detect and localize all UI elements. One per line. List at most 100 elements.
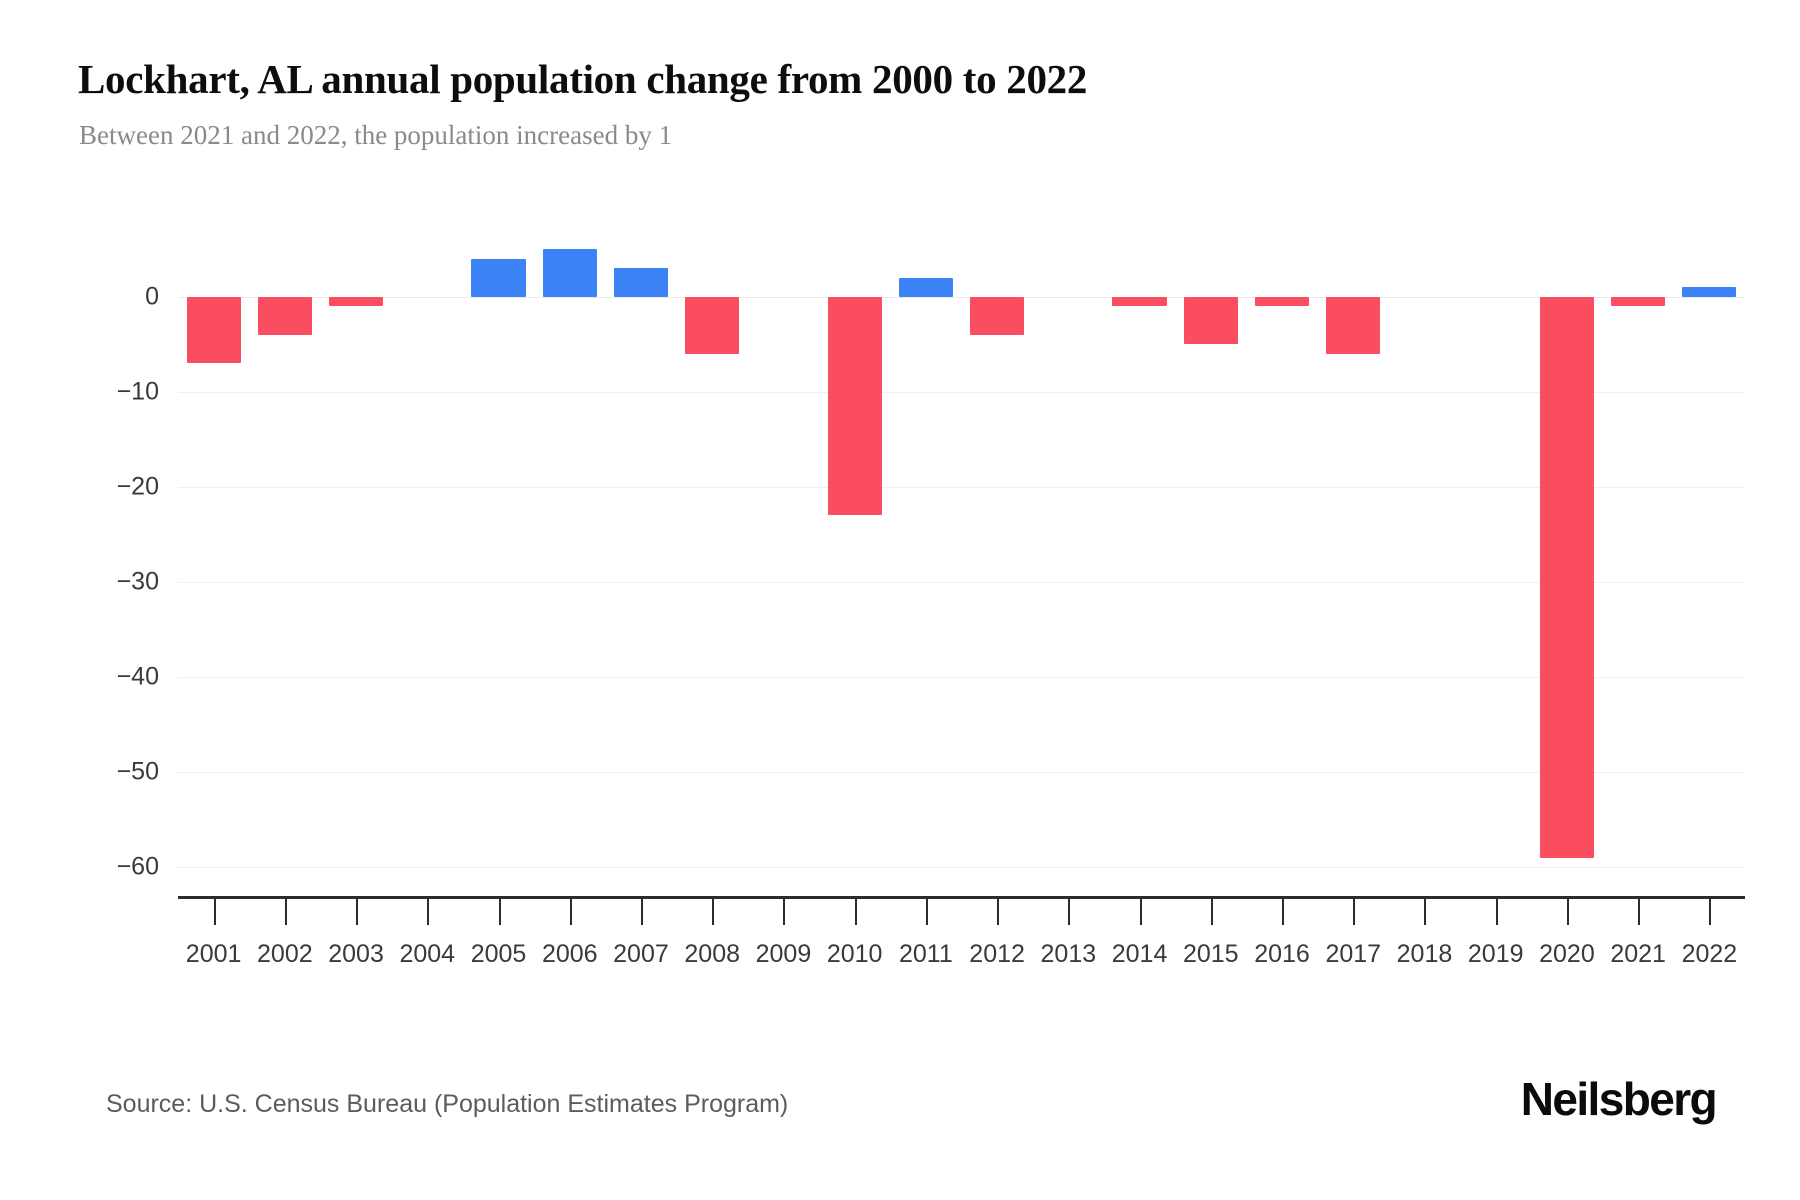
page-subtitle: Between 2021 and 2022, the population in… <box>79 120 673 150</box>
x-axis-tick-label: 2003 <box>328 940 384 968</box>
bar-slot <box>1531 230 1602 896</box>
x-axis-tick <box>997 899 1000 925</box>
bar-slot <box>605 230 676 896</box>
bar-slot <box>1389 230 1460 896</box>
bar-slot <box>1674 230 1745 896</box>
x-axis-tick-label: 2021 <box>1610 940 1666 968</box>
gridline <box>178 582 1745 584</box>
brand-logo: Neilsberg <box>1520 1073 1718 1125</box>
x-axis-tick-label: 2020 <box>1539 940 1595 968</box>
y-axis-tick-label: −20 <box>116 472 159 501</box>
bar[interactable] <box>827 296 882 516</box>
bar-slot <box>1033 230 1104 896</box>
x-axis-tick-label: 2015 <box>1182 940 1239 968</box>
x-axis-tick-label: 2018 <box>1396 940 1453 968</box>
x-axis-tick <box>1638 899 1641 925</box>
x-axis-tick <box>712 899 715 925</box>
x-axis-tick <box>1424 899 1427 925</box>
bar[interactable] <box>542 249 597 297</box>
x-axis-tick-label: 2005 <box>470 940 527 968</box>
x-axis-tick <box>1709 899 1712 925</box>
bar-slot <box>1460 230 1531 896</box>
bar-slot <box>1175 230 1246 896</box>
x-axis-tick <box>925 899 928 925</box>
x-axis-tick-label: 2016 <box>1254 940 1310 968</box>
bar-slot <box>178 230 249 896</box>
gridline <box>178 391 1745 393</box>
x-axis-tick-label: 2010 <box>826 940 883 968</box>
gridline <box>178 677 1745 679</box>
bar[interactable] <box>1112 296 1167 307</box>
bar[interactable] <box>186 296 241 364</box>
x-axis-tick <box>854 899 857 925</box>
bar[interactable] <box>1326 296 1381 354</box>
source-note: Source: U.S. Census Bureau (Population E… <box>106 1090 789 1118</box>
x-axis-tick-label: 2009 <box>755 940 812 968</box>
bar-slot <box>463 230 534 896</box>
gridline <box>178 486 1745 488</box>
bar-slot <box>392 230 463 896</box>
bar-slot <box>249 230 320 896</box>
bar-slot <box>320 230 391 896</box>
x-axis-tick-label: 2007 <box>613 940 669 968</box>
gridline <box>178 772 1745 774</box>
y-axis-tick-label: −40 <box>116 662 159 691</box>
bar[interactable] <box>1539 296 1594 858</box>
x-axis-tick <box>1068 899 1071 925</box>
bar-series <box>178 230 1745 896</box>
x-axis-tick-label: 2013 <box>1040 940 1097 968</box>
x-axis-tick <box>1210 899 1213 925</box>
x-axis-tick <box>356 899 359 925</box>
y-axis-tick-label: −50 <box>116 757 159 786</box>
x-axis-tick-label: 2006 <box>541 940 598 968</box>
bar[interactable] <box>471 258 526 297</box>
x-axis-tick <box>1282 899 1285 925</box>
y-axis-tick-label: −60 <box>116 852 159 881</box>
bar[interactable] <box>1183 296 1238 345</box>
bar[interactable] <box>1611 296 1666 307</box>
bar[interactable] <box>613 268 669 297</box>
x-axis-tick <box>640 899 643 925</box>
x-axis-tick <box>427 899 430 925</box>
bar-slot <box>534 230 605 896</box>
y-axis-tick-label: 0 <box>145 282 159 311</box>
bar[interactable] <box>1254 296 1310 307</box>
x-axis-tick <box>1353 899 1356 925</box>
bar-slot <box>748 230 819 896</box>
x-axis-tick <box>1495 899 1498 925</box>
x-axis-tick-label: 2011 <box>898 940 953 968</box>
bar[interactable] <box>970 296 1025 335</box>
bar[interactable] <box>1682 287 1737 297</box>
bar[interactable] <box>898 277 953 297</box>
bar[interactable] <box>328 296 384 307</box>
bar-slot <box>677 230 748 896</box>
y-axis-tick-label: −10 <box>116 377 159 406</box>
x-axis-tick-label: 2019 <box>1467 940 1524 968</box>
plot-area: 0 −10 −20 −30 −40 −50 −60 <box>117 230 1745 896</box>
x-axis-tick-label: 2004 <box>399 940 456 968</box>
x-axis-tick <box>284 899 287 925</box>
x-axis-tick <box>783 899 786 925</box>
x-axis-tick-label: 2008 <box>684 940 741 968</box>
bar[interactable] <box>257 296 312 335</box>
x-axis-tick-label: 2014 <box>1111 940 1168 968</box>
bar-slot <box>1246 230 1317 896</box>
x-axis-line <box>178 896 1745 899</box>
bar[interactable] <box>685 296 740 354</box>
bar-slot <box>962 230 1033 896</box>
bar-slot <box>819 230 890 896</box>
y-axis-tick-label: −30 <box>116 567 159 596</box>
x-axis-tick-label: 2017 <box>1325 940 1382 968</box>
gridline <box>178 867 1745 869</box>
page-title: Lockhart, AL annual population change fr… <box>78 56 1088 102</box>
x-axis-tick <box>569 899 572 925</box>
x-axis-tick-label: 2001 <box>185 940 242 968</box>
bar-slot <box>1603 230 1674 896</box>
x-axis-tick-label: 2012 <box>969 940 1025 968</box>
bar-slot <box>890 230 961 896</box>
x-axis-tick <box>1566 899 1569 925</box>
gridline <box>178 296 1745 298</box>
x-axis-tick-label: 2022 <box>1681 940 1738 968</box>
x-axis-tick-label: 2002 <box>257 940 313 968</box>
